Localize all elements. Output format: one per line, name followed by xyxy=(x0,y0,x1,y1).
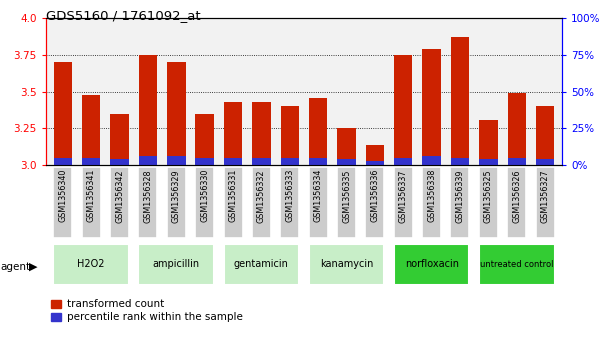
Bar xyxy=(167,156,186,165)
Bar xyxy=(252,158,271,165)
Text: untreated control: untreated control xyxy=(480,260,554,269)
Bar xyxy=(422,167,441,238)
Text: ▶: ▶ xyxy=(29,262,38,272)
Bar xyxy=(252,167,271,238)
Text: GSM1356340: GSM1356340 xyxy=(58,169,67,223)
Bar xyxy=(110,167,129,238)
Bar xyxy=(54,62,72,165)
Bar xyxy=(53,167,72,238)
Text: GSM1356338: GSM1356338 xyxy=(427,169,436,223)
Legend: transformed count, percentile rank within the sample: transformed count, percentile rank withi… xyxy=(51,299,243,322)
Bar xyxy=(280,167,299,238)
Text: GSM1356326: GSM1356326 xyxy=(512,169,521,223)
Bar xyxy=(479,167,498,238)
Bar xyxy=(451,158,469,165)
Bar xyxy=(422,49,441,165)
Bar xyxy=(82,95,100,165)
Bar xyxy=(252,102,271,165)
Bar xyxy=(139,55,157,165)
Bar xyxy=(337,167,356,238)
Bar xyxy=(393,167,413,238)
Text: norfloxacin: norfloxacin xyxy=(404,259,459,269)
Bar xyxy=(139,167,158,238)
Bar xyxy=(536,159,554,165)
Bar xyxy=(393,244,469,285)
Text: gentamicin: gentamicin xyxy=(234,259,289,269)
Text: GSM1356332: GSM1356332 xyxy=(257,169,266,223)
Text: GSM1356328: GSM1356328 xyxy=(144,169,153,223)
Bar xyxy=(365,144,384,165)
Bar xyxy=(111,114,129,165)
Bar xyxy=(82,158,100,165)
Bar xyxy=(224,158,243,165)
Bar xyxy=(536,106,554,165)
Bar xyxy=(479,119,497,165)
Bar xyxy=(280,106,299,165)
Bar xyxy=(82,167,101,238)
Bar xyxy=(139,244,214,285)
Text: H2O2: H2O2 xyxy=(78,259,105,269)
Text: GSM1356341: GSM1356341 xyxy=(87,169,96,223)
Bar xyxy=(536,167,555,238)
Text: GSM1356336: GSM1356336 xyxy=(370,169,379,223)
Bar xyxy=(309,98,327,165)
Text: GSM1356337: GSM1356337 xyxy=(399,169,408,223)
Bar xyxy=(54,158,72,165)
Text: GSM1356327: GSM1356327 xyxy=(541,169,550,223)
Text: GSM1356325: GSM1356325 xyxy=(484,169,493,223)
Bar xyxy=(196,114,214,165)
Bar xyxy=(365,167,384,238)
Bar xyxy=(337,129,356,165)
Bar xyxy=(167,62,186,165)
Text: GDS5160 / 1761092_at: GDS5160 / 1761092_at xyxy=(46,9,200,22)
Bar xyxy=(224,102,243,165)
Bar xyxy=(337,159,356,165)
Bar xyxy=(139,156,157,165)
Text: GSM1356342: GSM1356342 xyxy=(115,169,124,223)
Bar xyxy=(280,158,299,165)
Bar xyxy=(53,244,129,285)
Text: GSM1356333: GSM1356333 xyxy=(285,169,295,223)
Text: GSM1356335: GSM1356335 xyxy=(342,169,351,223)
Bar xyxy=(508,158,526,165)
Text: GSM1356339: GSM1356339 xyxy=(455,169,464,223)
Bar xyxy=(167,167,186,238)
Bar xyxy=(196,158,214,165)
Bar xyxy=(450,167,469,238)
Text: GSM1356331: GSM1356331 xyxy=(229,169,238,223)
Bar xyxy=(507,167,526,238)
Bar xyxy=(508,93,526,165)
Bar xyxy=(111,159,129,165)
Bar xyxy=(479,159,497,165)
Text: GSM1356329: GSM1356329 xyxy=(172,169,181,223)
Bar xyxy=(224,167,243,238)
Bar xyxy=(394,55,412,165)
Bar xyxy=(224,244,299,285)
Text: kanamycin: kanamycin xyxy=(320,259,373,269)
Bar xyxy=(309,167,327,238)
Bar xyxy=(309,244,384,285)
Text: ampicillin: ampicillin xyxy=(153,259,200,269)
Text: GSM1356330: GSM1356330 xyxy=(200,169,209,223)
Bar xyxy=(479,244,555,285)
Bar xyxy=(394,158,412,165)
Bar xyxy=(451,37,469,165)
Bar xyxy=(365,161,384,165)
Bar xyxy=(309,158,327,165)
Bar xyxy=(195,167,214,238)
Text: GSM1356334: GSM1356334 xyxy=(313,169,323,223)
Bar xyxy=(422,156,441,165)
Text: agent: agent xyxy=(1,262,31,272)
